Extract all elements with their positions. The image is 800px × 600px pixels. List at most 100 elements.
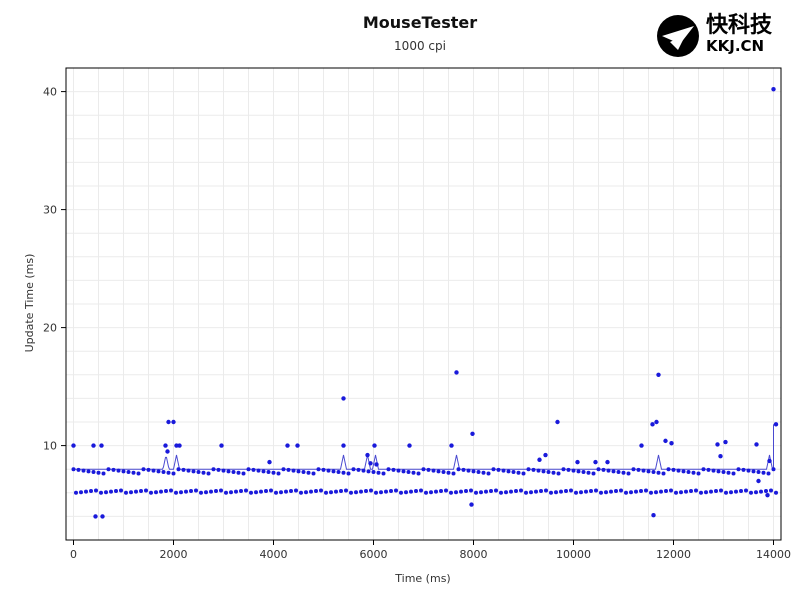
data-point (364, 489, 368, 494)
data-point (654, 490, 658, 495)
data-point (419, 488, 423, 493)
data-point (239, 489, 243, 494)
data-point (699, 490, 703, 495)
data-point (206, 471, 211, 476)
data-point (79, 490, 83, 495)
data-point (156, 469, 161, 474)
data-point (554, 490, 558, 495)
data-point (166, 470, 171, 475)
y-axis-label: Update Time (ms) (23, 254, 36, 353)
data-point (89, 489, 93, 494)
data-point (596, 467, 601, 472)
data-point (368, 461, 373, 466)
data-point (296, 469, 301, 474)
plot-frame (65, 67, 782, 541)
data-point (163, 443, 168, 448)
data-point (304, 490, 308, 495)
data-point (759, 489, 763, 494)
data-point (126, 470, 131, 475)
data-point (84, 489, 88, 494)
data-point (201, 470, 206, 475)
data-point (176, 467, 181, 472)
data-point (306, 470, 311, 475)
data-point (691, 470, 696, 475)
data-point (154, 490, 158, 495)
data-point (604, 490, 608, 495)
data-point (451, 471, 456, 476)
data-point (346, 471, 351, 476)
data-point (546, 470, 551, 475)
data-point (579, 490, 583, 495)
data-point (344, 488, 348, 493)
data-point (491, 467, 496, 472)
data-point (718, 454, 723, 459)
data-point (539, 489, 543, 494)
data-point (761, 470, 766, 475)
data-point (599, 490, 603, 495)
logo-icon (657, 15, 699, 57)
data-point (421, 467, 426, 472)
data-point (171, 419, 176, 425)
data-point (99, 490, 103, 495)
data-points (71, 87, 779, 519)
data-point (144, 488, 148, 493)
data-point (459, 489, 463, 494)
data-point (256, 468, 261, 473)
data-point (564, 489, 568, 494)
data-point (526, 467, 531, 472)
data-point (267, 459, 272, 465)
data-point (184, 489, 188, 494)
data-point (384, 489, 388, 494)
data-point (541, 469, 546, 474)
data-point (536, 468, 541, 473)
x-tick-label: 12000 (656, 548, 691, 561)
data-point (91, 443, 96, 448)
data-point (93, 514, 98, 519)
data-point (756, 470, 761, 475)
data-point (271, 470, 276, 475)
data-point (741, 467, 746, 472)
data-point (641, 468, 646, 473)
data-point (529, 490, 533, 495)
data-point (767, 458, 772, 464)
data-point (124, 490, 128, 495)
data-point (756, 478, 761, 484)
data-point (219, 488, 223, 493)
data-point (341, 396, 346, 401)
data-point (636, 467, 641, 472)
data-point (701, 467, 706, 472)
data-point (284, 489, 288, 494)
data-point (621, 470, 626, 475)
data-point (266, 470, 271, 475)
data-point (341, 470, 346, 475)
data-point (489, 489, 493, 494)
data-point (664, 489, 668, 494)
data-point (86, 469, 91, 474)
data-point (177, 443, 182, 448)
data-point (100, 514, 105, 519)
data-point (394, 488, 398, 493)
data-point (556, 471, 561, 476)
data-point (689, 489, 693, 494)
data-point (734, 489, 738, 494)
data-point (694, 488, 698, 493)
data-point (396, 468, 401, 473)
data-point (521, 471, 526, 476)
data-point (211, 467, 216, 472)
data-point (669, 488, 673, 493)
data-point (246, 467, 251, 472)
data-point (504, 490, 508, 495)
data-point (605, 459, 610, 465)
data-point (474, 490, 478, 495)
data-point (606, 468, 611, 473)
data-point (663, 438, 668, 444)
data-point (91, 470, 96, 475)
data-point (414, 489, 418, 494)
data-point (319, 488, 323, 493)
data-point (611, 469, 616, 474)
data-point (644, 488, 648, 493)
data-point (471, 469, 476, 474)
data-point (131, 470, 136, 475)
data-point (519, 488, 523, 493)
data-point (71, 467, 76, 472)
